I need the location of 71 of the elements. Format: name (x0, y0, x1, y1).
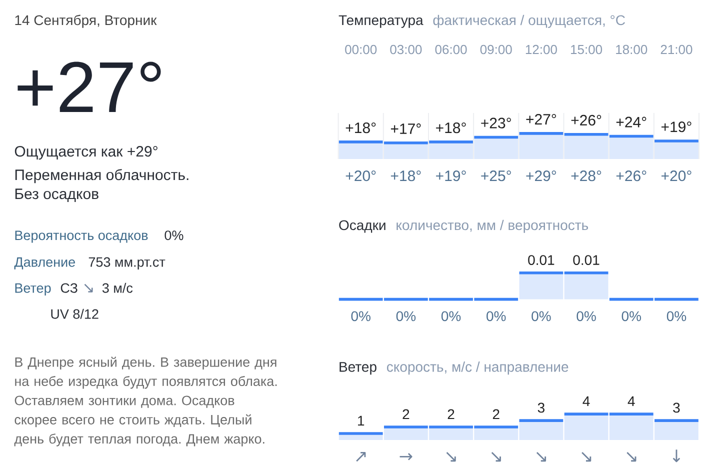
x-tick-label: 00:00 (345, 44, 377, 54)
text: ↘ (446, 452, 456, 462)
text: 0% (666, 311, 686, 322)
text: ↘ (84, 284, 93, 292)
data-label: +26° (571, 114, 602, 126)
text: Переменная облачность. (15, 169, 188, 184)
x-tick-label: 21:00 (660, 44, 692, 54)
text: +27° (18, 62, 161, 112)
data-label: +27° (526, 114, 556, 124)
text: +25° (481, 170, 511, 182)
chart-title: Осадки (339, 220, 386, 233)
text: +18° (390, 170, 421, 182)
data-label: +19° (661, 122, 692, 132)
text: 0% (396, 311, 416, 322)
text: +28° (571, 170, 602, 182)
text: 0% (164, 230, 184, 240)
text: 0% (486, 311, 506, 322)
text: 14 Сентября, Вторник (15, 14, 157, 28)
chart-subtitle: скорость, м/с / направление (386, 362, 568, 375)
text: 753 мм.рт.ст (88, 257, 166, 270)
text: Давление (14, 257, 76, 270)
text: UV 8/12 (51, 308, 98, 319)
text: ↘ (491, 452, 501, 462)
data-label: +18° (436, 122, 466, 134)
text: +29° (526, 170, 556, 182)
text: 3 м/с (102, 282, 133, 293)
x-tick-label: 15:00 (571, 44, 602, 54)
text: Вероятность осадков (15, 230, 148, 243)
data-label: 4 (628, 396, 635, 406)
text: 0% (622, 311, 641, 322)
x-tick-label: 09:00 (480, 44, 512, 54)
text: Ощущается как +29° (14, 146, 158, 160)
text: 0% (532, 311, 551, 322)
text: ↘ (582, 452, 592, 462)
text: Без осадков (15, 188, 98, 202)
x-tick-label: 12:00 (526, 44, 557, 54)
text: 0% (576, 311, 596, 322)
x-tick-label: 06:00 (435, 44, 467, 54)
chart-title: Температура (338, 15, 424, 28)
chart-subtitle: фактическая / ощущается, °C (433, 14, 625, 28)
text: СЗ (60, 283, 78, 293)
text: +20° (661, 170, 692, 182)
chart-subtitle: количество, мм / вероятность (396, 220, 588, 233)
data-label: 2 (492, 409, 500, 420)
data-label: 2 (402, 409, 410, 420)
data-label: 0.01 (528, 255, 554, 265)
data-label: 4 (582, 396, 590, 406)
chart-title: Ветер (340, 362, 376, 375)
text: → (400, 453, 412, 460)
text: ↘ (626, 452, 636, 462)
data-label: 3 (673, 402, 680, 413)
text: 0% (351, 311, 370, 322)
x-tick-label: 03:00 (390, 44, 422, 54)
text: 0% (441, 311, 461, 322)
data-label: 3 (538, 402, 544, 413)
data-label: +17° (390, 123, 421, 134)
data-label: 1 (358, 416, 364, 426)
text: В Днепре ясный день. В завершение дня на небе изредка будут появлятся облака. Оставляем зонтики дома. Осадков скорее всего не стоить ждать. Целый день будет теплая погода. Днем жарко. (14, 356, 277, 446)
text: ↓ (672, 450, 680, 462)
data-label: 0.01 (573, 255, 600, 265)
data-label: 2 (448, 409, 454, 420)
data-label: +18° (346, 122, 376, 134)
text: Ветер (15, 283, 51, 296)
text: +26° (616, 170, 646, 182)
data-label: +23° (481, 118, 511, 128)
data-label: +24° (616, 116, 646, 128)
text: +20° (346, 170, 376, 182)
x-tick-label: 18:00 (616, 44, 648, 54)
text: ↗ (356, 452, 366, 462)
text: +19° (436, 170, 466, 182)
text: ↘ (536, 452, 546, 462)
